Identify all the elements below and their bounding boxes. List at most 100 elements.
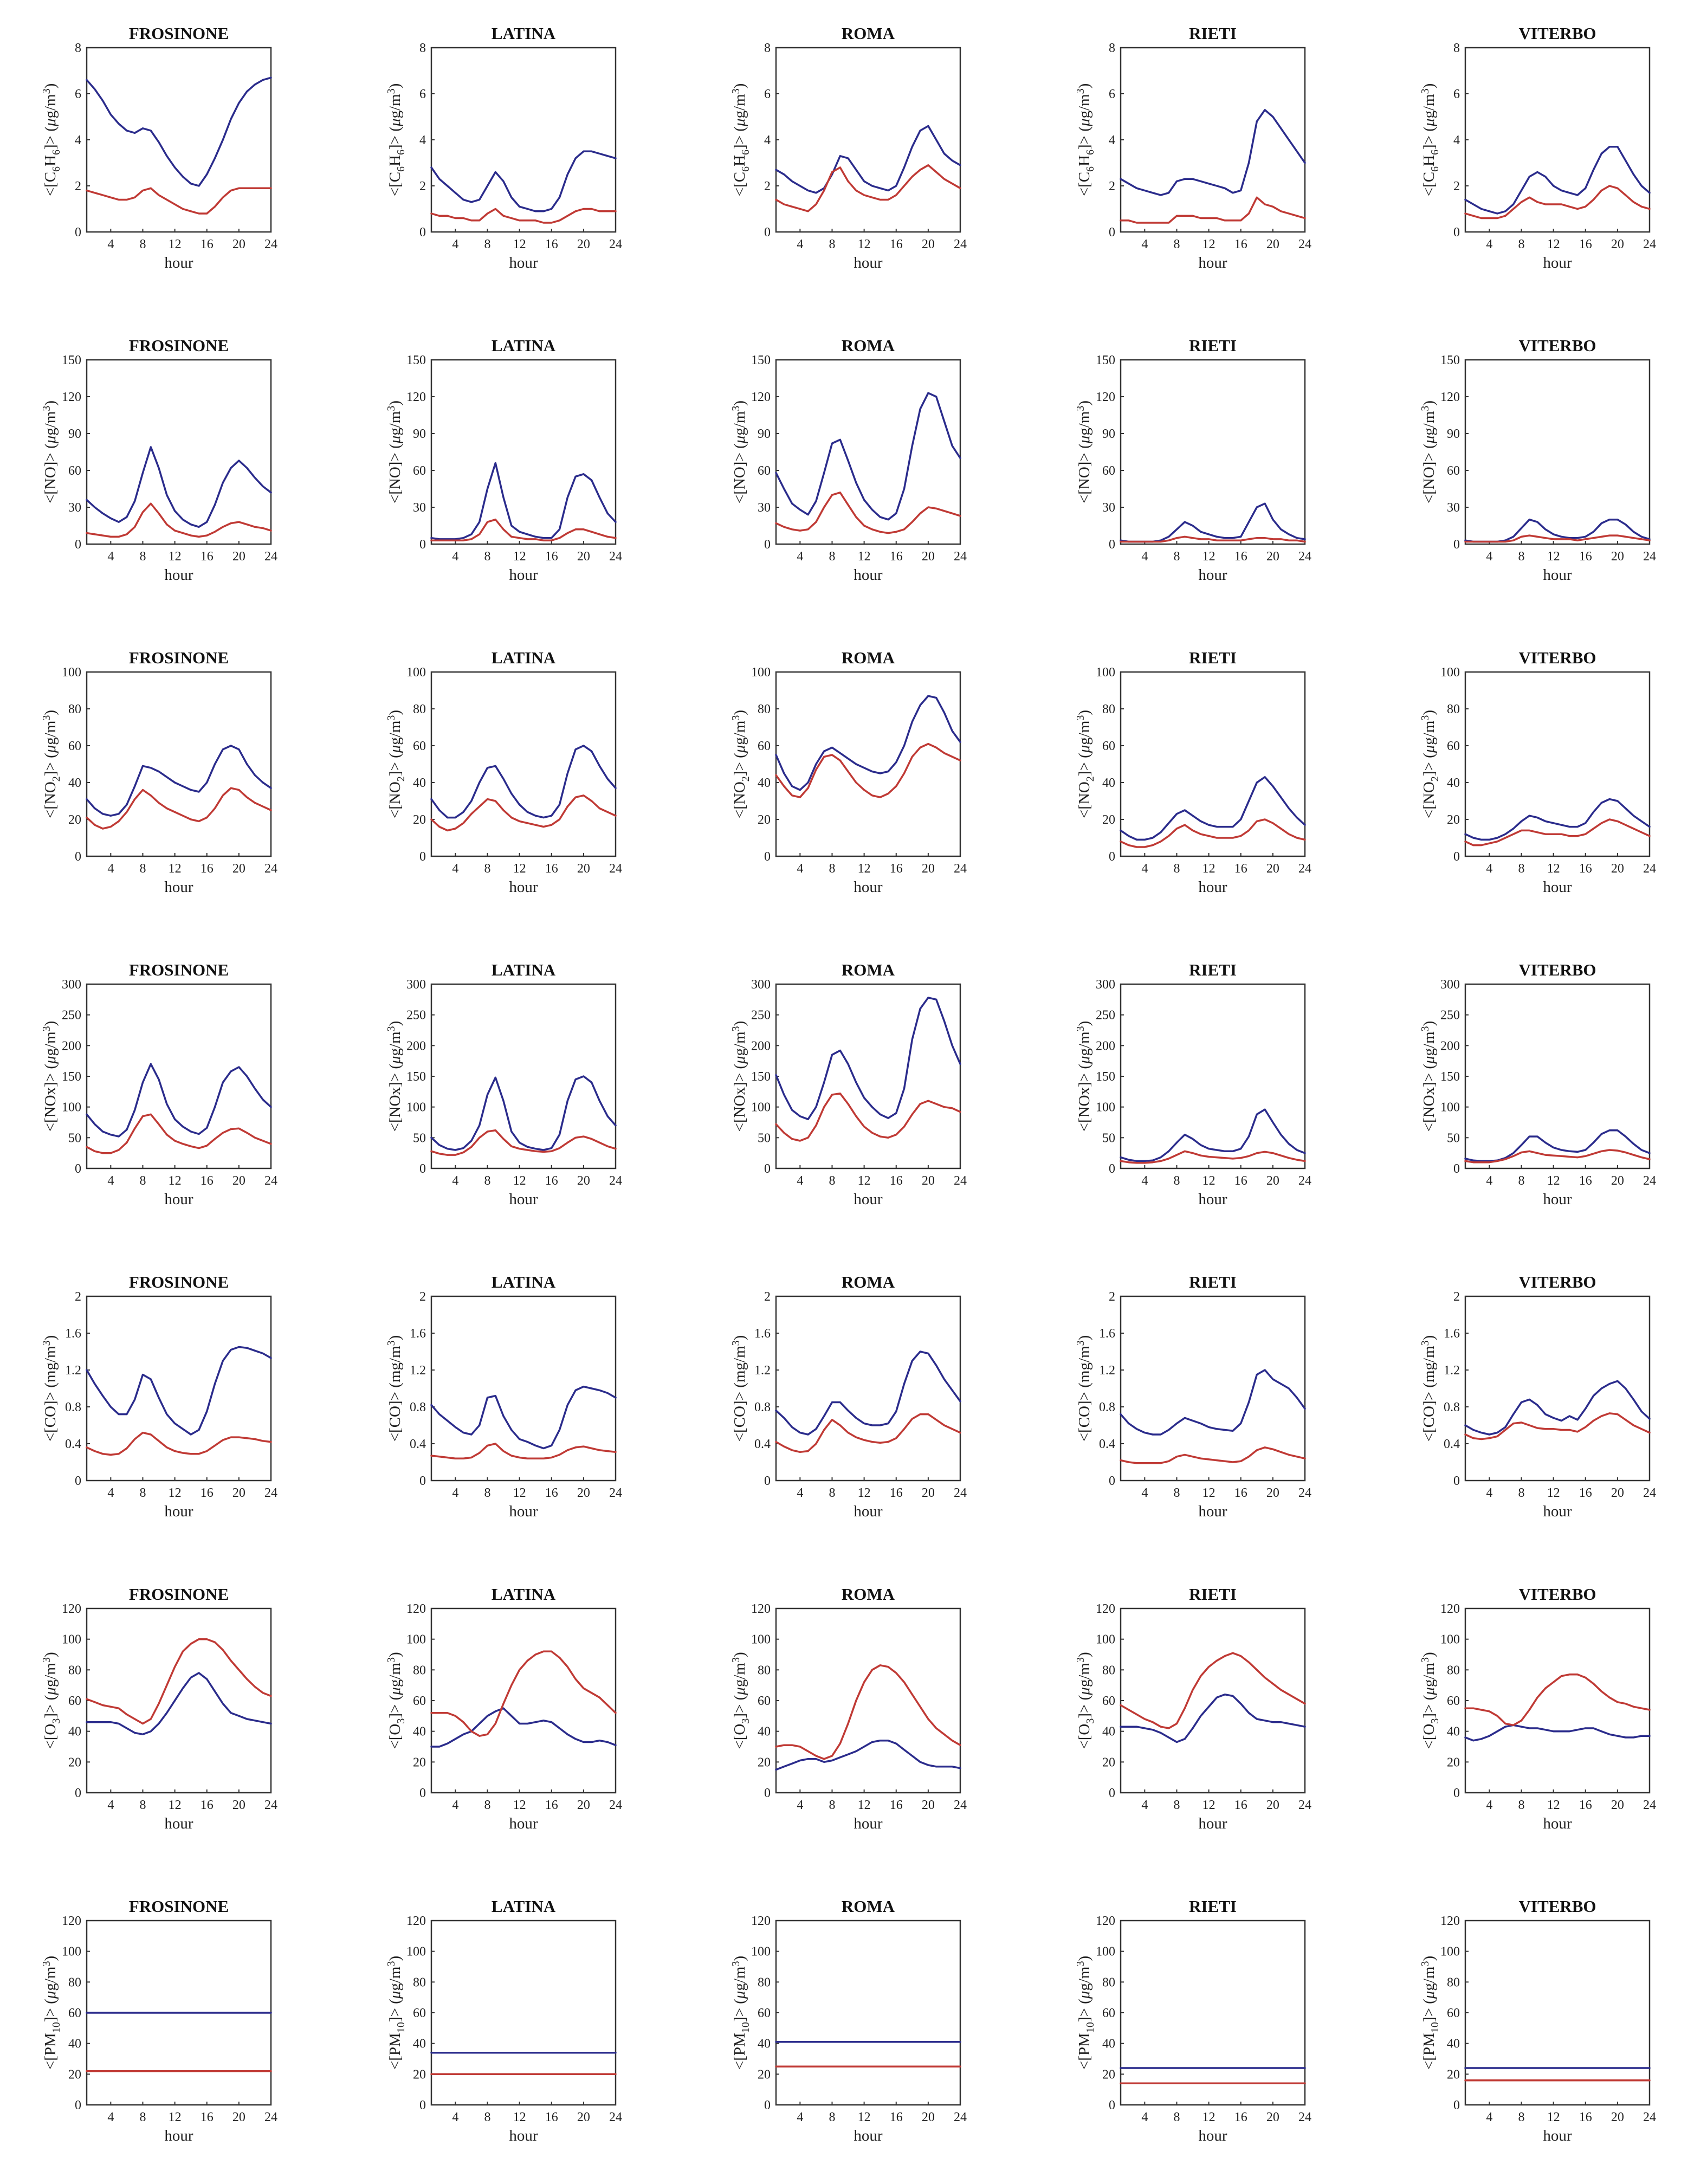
x-axis-label: hour bbox=[509, 254, 538, 272]
y-tick-label: 50 bbox=[1102, 1131, 1115, 1145]
x-tick-label: 20 bbox=[232, 862, 245, 876]
y-tick-label: 0 bbox=[419, 1162, 426, 1176]
x-tick-label: 20 bbox=[1266, 550, 1279, 564]
x-tick-label: 4 bbox=[107, 1798, 114, 1812]
series-line-2 bbox=[86, 187, 272, 215]
x-tick-label: 20 bbox=[577, 862, 590, 876]
x-tick-label: 8 bbox=[1173, 237, 1180, 251]
y-axis-label: <[CO]> (mg/m3) bbox=[730, 1335, 748, 1442]
panel-title: ROMA bbox=[842, 1585, 895, 1604]
y-axis-label: <[PM10]> (μg/m3) bbox=[1419, 1956, 1441, 2070]
axes-frame bbox=[430, 1920, 617, 2106]
y-tick-label: 6 bbox=[75, 87, 81, 101]
y-tick-label: 0.8 bbox=[1444, 1400, 1460, 1414]
series-line-1 bbox=[775, 392, 961, 521]
x-tick-label: 4 bbox=[1141, 862, 1148, 876]
y-tick-label: 0 bbox=[419, 1786, 426, 1800]
y-tick-label: 120 bbox=[406, 390, 426, 404]
panel-title: VITERBO bbox=[1519, 24, 1596, 43]
y-tick-label: 0 bbox=[75, 225, 81, 240]
y-axis-label: <[C6H6]> (μg/m3) bbox=[1075, 83, 1096, 197]
series-line-2 bbox=[775, 742, 961, 798]
axes-frame bbox=[430, 359, 617, 545]
y-axis-label: <[PM10]> (μg/m3) bbox=[41, 1956, 62, 2070]
axes-frame bbox=[430, 47, 617, 233]
x-axis-label: hour bbox=[164, 254, 193, 272]
y-tick-label: 200 bbox=[751, 1039, 771, 1053]
y-tick-label: 0 bbox=[1109, 850, 1115, 864]
chart-panel-o3-frosinone: FROSINONE 0 20 40 60 80 100 120 4 8 12 16 20 24 hour <[… bbox=[41, 1585, 277, 1832]
y-tick-label: 120 bbox=[62, 1914, 81, 1928]
y-tick-label: 90 bbox=[758, 427, 771, 441]
y-tick-label: 0 bbox=[75, 538, 81, 552]
y-tick-label: 0 bbox=[75, 1474, 81, 1488]
x-tick-label: 20 bbox=[1266, 862, 1279, 876]
x-axis-label: hour bbox=[1543, 566, 1572, 584]
x-tick-label: 8 bbox=[139, 550, 146, 564]
x-tick-label: 8 bbox=[1518, 237, 1524, 251]
x-axis-label: hour bbox=[1543, 2127, 1572, 2144]
y-tick-label: 100 bbox=[1440, 665, 1460, 680]
axes-frame bbox=[86, 1295, 272, 1482]
x-tick-label: 4 bbox=[107, 237, 114, 251]
x-axis-label: hour bbox=[509, 566, 538, 584]
y-tick-label: 0.8 bbox=[754, 1400, 771, 1414]
x-tick-label: 8 bbox=[829, 1798, 835, 1812]
y-tick-label: 90 bbox=[68, 427, 81, 441]
x-tick-label: 4 bbox=[452, 237, 458, 251]
y-tick-label: 80 bbox=[758, 702, 771, 716]
x-tick-label: 16 bbox=[890, 1486, 903, 1500]
y-tick-label: 100 bbox=[1440, 1101, 1460, 1115]
y-tick-label: 0 bbox=[764, 1162, 771, 1176]
chart-panel-no-viterbo: VITERBO 0 30 60 90 120 150 4 8 12 16 20 24 hour <[NO]>… bbox=[1419, 336, 1656, 584]
y-axis-label: <[NO2]> (μg/m3) bbox=[41, 710, 62, 818]
y-tick-label: 20 bbox=[413, 813, 426, 827]
x-tick-label: 8 bbox=[1518, 2110, 1524, 2124]
x-tick-label: 12 bbox=[1202, 862, 1215, 876]
series-line-2 bbox=[430, 208, 617, 224]
chart-panel-no-frosinone: FROSINONE 0 30 60 90 120 150 4 8 12 16 20 24 hour <[NO… bbox=[41, 336, 277, 584]
y-axis-label: <[O3]> (μg/m3) bbox=[41, 1652, 62, 1749]
y-tick-label: 50 bbox=[413, 1131, 426, 1145]
x-tick-label: 12 bbox=[169, 2110, 182, 2124]
y-tick-label: 0 bbox=[1109, 538, 1115, 552]
y-axis-label: <[NO2]> (μg/m3) bbox=[730, 710, 752, 818]
x-tick-label: 4 bbox=[797, 1486, 803, 1500]
x-tick-label: 16 bbox=[1234, 1486, 1247, 1500]
y-tick-label: 0 bbox=[1109, 1162, 1115, 1176]
axes-frame bbox=[86, 359, 272, 545]
x-axis-label: hour bbox=[1543, 878, 1572, 896]
x-tick-label: 8 bbox=[829, 862, 835, 876]
y-axis-label: <[NO]> (μg/m3) bbox=[385, 400, 404, 503]
panel-title: FROSINONE bbox=[129, 1272, 229, 1291]
series-line-1 bbox=[1464, 1380, 1651, 1436]
y-axis-label: <[O3]> (μg/m3) bbox=[730, 1652, 752, 1749]
series-line-2 bbox=[430, 1443, 617, 1459]
y-tick-label: 80 bbox=[1102, 1663, 1115, 1677]
x-tick-label: 8 bbox=[484, 550, 490, 564]
y-tick-label: 250 bbox=[1096, 1009, 1115, 1023]
y-tick-label: 80 bbox=[1447, 1975, 1460, 1989]
x-tick-label: 4 bbox=[1141, 1798, 1148, 1812]
axes-frame bbox=[1464, 983, 1651, 1169]
x-tick-label: 24 bbox=[1643, 550, 1656, 564]
y-tick-label: 60 bbox=[758, 739, 771, 753]
series-line-1 bbox=[1464, 1724, 1651, 1742]
y-tick-label: 0 bbox=[764, 2098, 771, 2112]
y-tick-label: 100 bbox=[1096, 1101, 1115, 1115]
panel-title: VITERBO bbox=[1519, 336, 1596, 355]
series-line-1 bbox=[430, 1075, 617, 1151]
y-tick-label: 0 bbox=[764, 225, 771, 240]
x-axis-label: hour bbox=[1543, 1815, 1572, 1832]
x-tick-label: 4 bbox=[452, 862, 458, 876]
x-tick-label: 20 bbox=[1611, 2110, 1624, 2124]
x-tick-label: 12 bbox=[1202, 2110, 1215, 2124]
x-tick-label: 16 bbox=[545, 1174, 558, 1188]
axes-frame bbox=[1120, 1295, 1306, 1482]
x-axis-label: hour bbox=[854, 878, 883, 896]
panel-title: RIETI bbox=[1189, 960, 1237, 979]
y-axis-label: <[NO]> (μg/m3) bbox=[730, 400, 748, 503]
x-tick-label: 24 bbox=[954, 237, 967, 251]
y-tick-label: 40 bbox=[1102, 1725, 1115, 1739]
